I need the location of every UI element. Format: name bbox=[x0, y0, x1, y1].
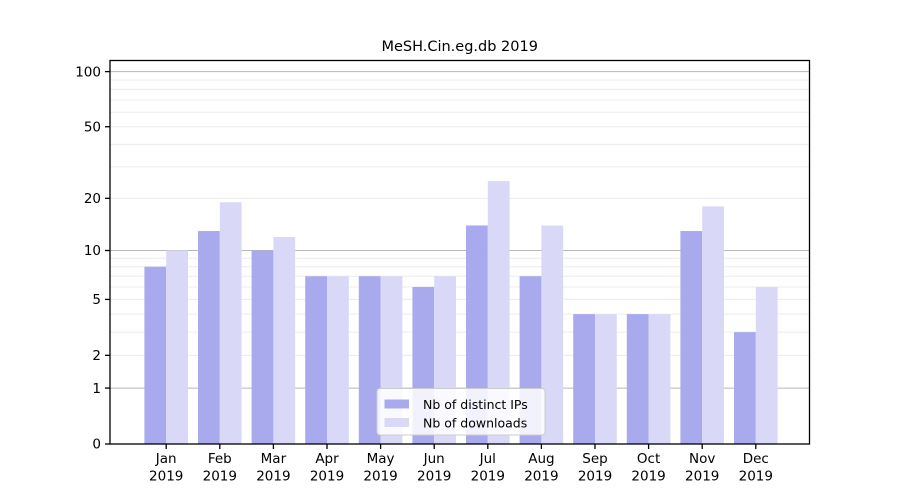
legend-swatch-ips bbox=[384, 399, 409, 409]
bar-distinct-ips-mar bbox=[251, 250, 274, 444]
y-tick-label-5: 5 bbox=[92, 292, 101, 308]
y-tick-label-0: 0 bbox=[92, 437, 101, 453]
bar-distinct-ips-sep bbox=[573, 314, 595, 444]
y-tick-label-50: 50 bbox=[84, 119, 101, 135]
bar-distinct-ips-nov bbox=[680, 231, 703, 444]
x-tick-label-year-mar: 2019 bbox=[256, 469, 290, 485]
legend-swatch-downloads bbox=[384, 418, 409, 427]
y-tick-label-1: 1 bbox=[92, 381, 101, 397]
chart-title: MeSH.Cin.eg.db 2019 bbox=[381, 39, 538, 55]
x-tick-label-month-apr: Apr bbox=[315, 451, 339, 467]
bar-downloads-apr bbox=[327, 276, 349, 444]
x-tick-label-year-jul: 2019 bbox=[471, 469, 505, 485]
y-tick-label-2: 2 bbox=[92, 348, 101, 364]
x-tick-label-month-jul: Jul bbox=[479, 451, 496, 467]
x-tick-label-year-nov: 2019 bbox=[685, 469, 719, 485]
x-tick-label-month-jun: Jun bbox=[423, 451, 445, 467]
x-tick-label-year-feb: 2019 bbox=[203, 469, 237, 485]
x-tick-label-year-oct: 2019 bbox=[631, 469, 665, 485]
bar-distinct-ips-jan bbox=[144, 266, 167, 444]
bar-downloads-nov bbox=[702, 206, 724, 444]
x-tick-label-month-oct: Oct bbox=[637, 451, 660, 467]
legend-box bbox=[376, 388, 546, 436]
x-tick-label-year-aug: 2019 bbox=[524, 469, 558, 485]
bar-distinct-ips-may bbox=[358, 276, 381, 444]
x-tick-label-year-dec: 2019 bbox=[739, 469, 773, 485]
x-tick-label-year-apr: 2019 bbox=[310, 469, 344, 485]
y-axis: 0 1 2 5 10 20 50 100 bbox=[75, 64, 110, 453]
x-tick-label-month-feb: Feb bbox=[208, 451, 232, 467]
bar-downloads-oct bbox=[648, 314, 671, 444]
bar-downloads-jan bbox=[166, 250, 188, 444]
x-tick-label-month-may: May bbox=[367, 451, 395, 467]
y-tick-label-20: 20 bbox=[84, 191, 101, 207]
bar-distinct-ips-oct bbox=[626, 314, 649, 444]
bar-downloads-sep bbox=[595, 314, 617, 444]
bar-downloads-jul bbox=[487, 181, 510, 444]
plot-border bbox=[109, 59, 811, 445]
bar-distinct-ips-apr bbox=[305, 276, 327, 444]
legend-label-ips: Nb of distinct IPs bbox=[423, 397, 528, 412]
x-tick-label-month-dec: Dec bbox=[743, 451, 769, 467]
x-tick-label-year-jun: 2019 bbox=[417, 469, 451, 485]
bar-distinct-ips-dec bbox=[734, 332, 756, 444]
bar-downloads-feb bbox=[219, 202, 242, 444]
x-tick-label-year-sep: 2019 bbox=[578, 469, 612, 485]
x-axis: Jan 2019 Feb 2019 Mar 2019 Apr 2019 May 2019 Jun 20… bbox=[149, 444, 773, 485]
legend: Nb of distinct IPs Nb of downloads bbox=[376, 388, 546, 436]
x-tick-label-month-nov: Nov bbox=[689, 451, 715, 467]
legend-label-downloads: Nb of downloads bbox=[423, 416, 527, 431]
x-tick-label-year-jan: 2019 bbox=[149, 469, 183, 485]
bar-downloads-dec bbox=[755, 286, 778, 444]
x-tick-label-year-may: 2019 bbox=[363, 469, 397, 485]
x-tick-label-month-sep: Sep bbox=[582, 451, 607, 467]
y-tick-label-100: 100 bbox=[75, 64, 101, 80]
x-tick-label-month-mar: Mar bbox=[261, 451, 287, 467]
bar-downloads-aug bbox=[541, 225, 564, 444]
x-tick-label-month-jan: Jan bbox=[155, 451, 177, 467]
y-tick-label-10: 10 bbox=[84, 243, 101, 259]
bar-distinct-ips-feb bbox=[198, 231, 220, 444]
bar-downloads-mar bbox=[273, 237, 296, 444]
x-tick-label-month-aug: Aug bbox=[528, 451, 554, 467]
